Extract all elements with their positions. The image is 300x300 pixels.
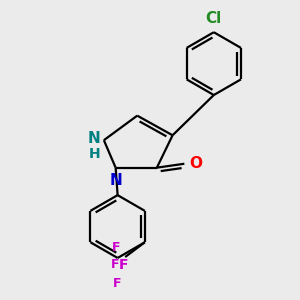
Text: F: F <box>111 258 119 271</box>
Text: N: N <box>87 131 100 146</box>
Text: O: O <box>189 156 202 171</box>
Text: F: F <box>113 277 121 290</box>
Text: N: N <box>109 172 122 188</box>
Text: Cl: Cl <box>206 11 222 26</box>
Text: F: F <box>118 258 128 272</box>
Text: F: F <box>112 241 120 254</box>
Text: H: H <box>88 147 100 161</box>
